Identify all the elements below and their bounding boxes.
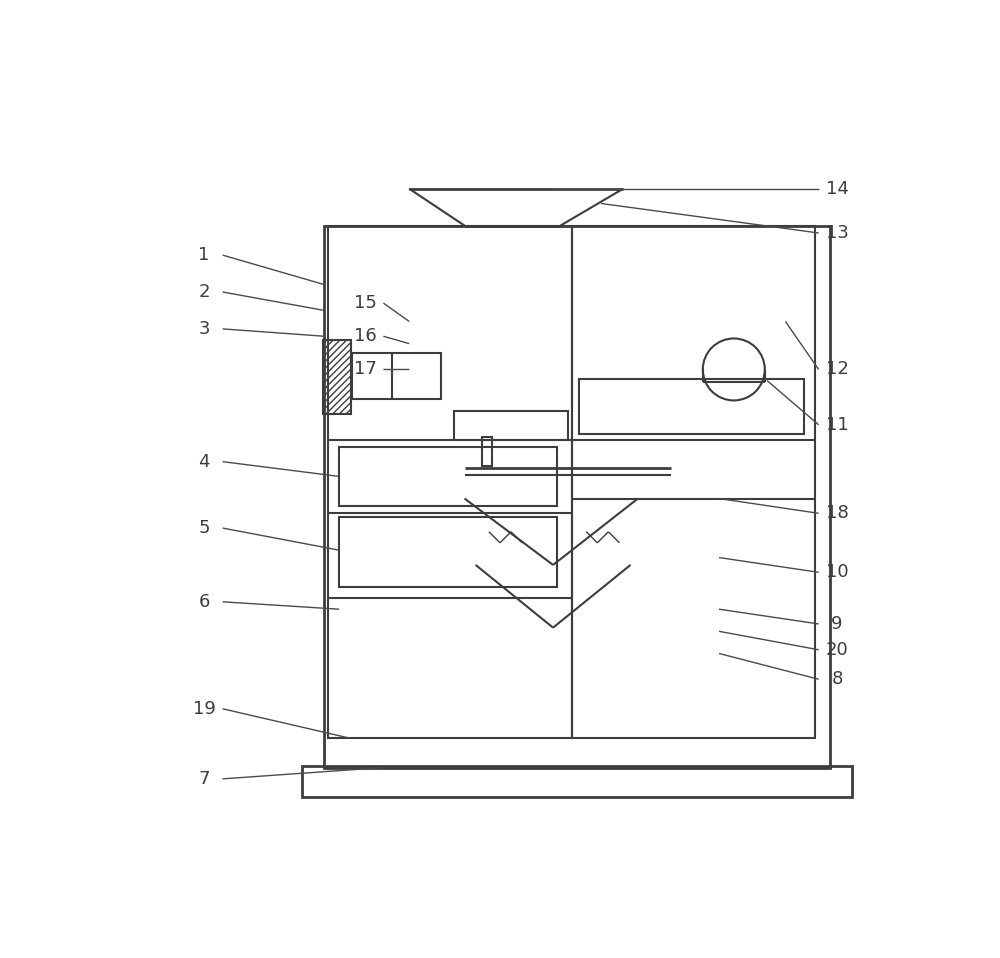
Bar <box>324 226 830 767</box>
Bar <box>302 766 852 797</box>
Text: 2: 2 <box>198 283 210 301</box>
Text: 18: 18 <box>826 504 848 522</box>
Text: 13: 13 <box>826 224 849 242</box>
Text: 9: 9 <box>831 615 843 633</box>
Text: 11: 11 <box>826 416 848 434</box>
Text: 3: 3 <box>198 320 210 338</box>
Text: 10: 10 <box>826 563 848 582</box>
Bar <box>328 226 572 739</box>
Bar <box>454 412 568 440</box>
Bar <box>352 354 441 399</box>
Text: 12: 12 <box>826 360 849 378</box>
Bar <box>323 340 351 414</box>
Text: 6: 6 <box>198 593 210 611</box>
Text: 16: 16 <box>354 328 376 345</box>
Text: 15: 15 <box>354 294 376 312</box>
Text: 17: 17 <box>354 360 376 378</box>
Text: 4: 4 <box>198 453 210 470</box>
Bar <box>482 437 492 467</box>
Text: 19: 19 <box>193 699 216 718</box>
Text: 5: 5 <box>198 519 210 537</box>
Bar <box>339 517 557 587</box>
Bar <box>339 447 557 506</box>
Text: 1: 1 <box>198 246 210 264</box>
Bar <box>572 226 815 739</box>
Text: 20: 20 <box>826 641 848 659</box>
Text: 8: 8 <box>831 671 843 688</box>
Bar <box>579 379 804 434</box>
Text: 7: 7 <box>198 770 210 787</box>
Text: 14: 14 <box>826 180 849 197</box>
